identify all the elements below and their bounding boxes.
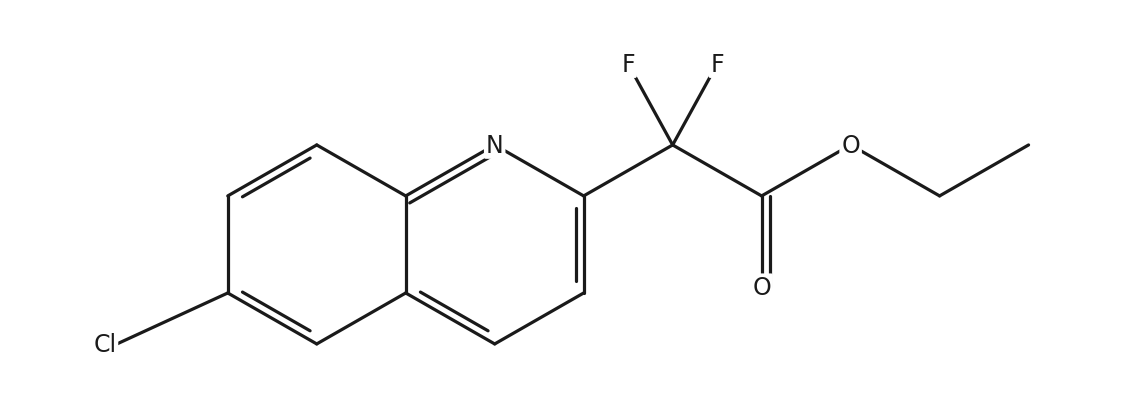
Text: O: O [753,276,771,299]
Text: Cl: Cl [93,332,117,356]
Text: O: O [841,134,860,157]
Text: F: F [711,53,724,77]
Text: F: F [621,53,634,77]
Text: N: N [486,134,504,157]
